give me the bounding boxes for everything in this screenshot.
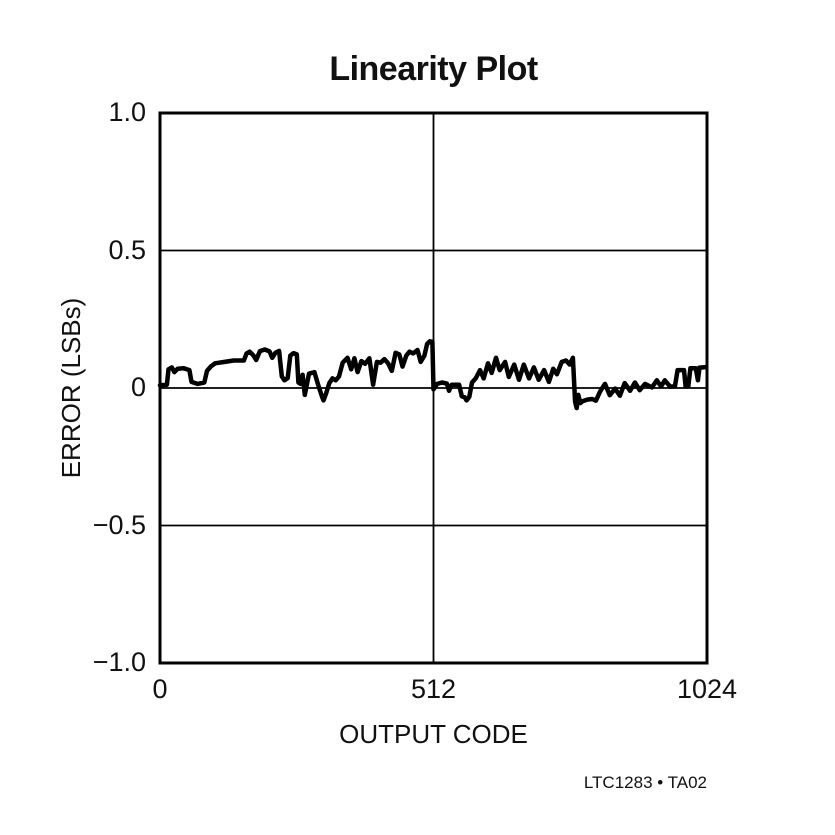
x-tick-label-0: 0 [152,674,168,704]
x-tick-label-512: 512 [410,674,457,704]
y-tick-label-m0p5: −0.5 [92,509,146,540]
chart-title: Linearity Plot [329,50,538,88]
y-tick-label-1p0: 1.0 [108,96,146,127]
y-axis-label: ERROR (LSBs) [56,297,86,479]
plot-frame [158,111,709,665]
y-tick-label-0: 0 [130,371,146,402]
error-trace [157,339,709,411]
x-tick-label-1024: 1024 [676,674,738,704]
y-tick-label-0p5: 0.5 [108,234,146,265]
y-tick-label-m1p0: −1.0 [92,646,146,677]
x-axis-label: OUTPUT CODE [339,719,528,749]
figure-reference-code: LTC1283 • TA02 [583,773,707,792]
